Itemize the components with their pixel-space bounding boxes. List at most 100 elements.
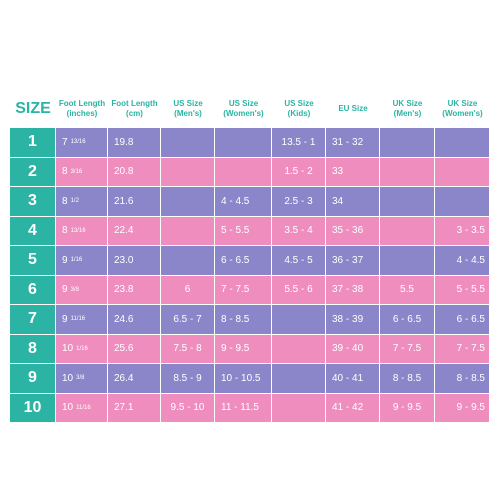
header-sublabel: (Kids) <box>287 109 311 118</box>
inches-fraction: 13/16 <box>70 139 86 146</box>
header-sublabel: (Women's) <box>442 109 483 118</box>
table-row: 5 9 1/16 23.0 6 - 6.5 4.5 - 5 36 - 37 4 - 4.5 <box>10 246 490 276</box>
us-mens-cell: 6.5 - 7 <box>161 305 215 335</box>
uk-mens-cell: 7 - 7.5 <box>380 334 435 364</box>
inches-fraction: 3/8 <box>76 375 85 382</box>
inches-whole: 9 <box>62 284 68 296</box>
foot-length-cm-cell: 27.1 <box>108 393 161 423</box>
foot-length-cm-cell: 25.6 <box>108 334 161 364</box>
eu-cell: 36 - 37 <box>326 246 380 276</box>
inches-fraction: 3/8 <box>70 286 79 293</box>
uk-womens-cell: 6 - 6.5 <box>435 305 490 335</box>
table-row: 9 10 3/8 26.4 8.5 - 9 10 - 10.5 40 - 41 8 - 8.5… <box>10 364 490 394</box>
size-number: 3 <box>10 187 56 217</box>
uk-mens-cell <box>380 187 435 217</box>
size-number: 4 <box>10 216 56 246</box>
size-number: 6 <box>10 275 56 305</box>
size-number: 1 <box>10 128 56 158</box>
eu-cell: 37 - 38 <box>326 275 380 305</box>
inches-whole: 9 <box>62 254 68 266</box>
uk-womens-cell <box>435 157 490 187</box>
inches-fraction: 3/16 <box>70 168 83 175</box>
us-kids-cell <box>272 305 326 335</box>
header-sublabel: (Men's) <box>393 109 422 118</box>
table-row: 3 8 1/2 21.6 4 - 4.5 2.5 - 3 34 <box>10 187 490 217</box>
us-womens-cell: 5 - 5.5 <box>215 216 272 246</box>
us-mens-cell <box>161 187 215 217</box>
foot-length-inches-cell: 9 1/16 <box>56 246 108 276</box>
foot-length-cm-cell: 21.6 <box>108 187 161 217</box>
inches-whole: 8 <box>62 166 68 178</box>
uk-mens-cell: 8 - 8.5 <box>380 364 435 394</box>
header-uk-mens: UK Size (Men's) <box>380 99 435 119</box>
uk-womens-cell: 4 - 4.5 <box>435 246 490 276</box>
header-label: UK Size <box>392 99 423 108</box>
header-sublabel: (cm) <box>126 109 143 118</box>
uk-womens-cell: 5 - 5.5 <box>435 275 490 305</box>
eu-cell: 40 - 41 <box>326 364 380 394</box>
us-kids-cell <box>272 393 326 423</box>
us-mens-cell <box>161 157 215 187</box>
inches-fraction: 1/2 <box>70 198 79 205</box>
foot-length-cm-cell: 24.6 <box>108 305 161 335</box>
us-womens-cell: 8 - 8.5 <box>215 305 272 335</box>
foot-length-cm-cell: 23.8 <box>108 275 161 305</box>
uk-mens-cell: 6 - 6.5 <box>380 305 435 335</box>
foot-length-inches-cell: 9 11/16 <box>56 305 108 335</box>
inches-whole: 10 <box>62 372 74 384</box>
uk-mens-cell <box>380 157 435 187</box>
table-row: 4 8 13/16 22.4 5 - 5.5 3.5 - 4 35 - 36 3 - 3.5 <box>10 216 490 246</box>
foot-length-inches-cell: 10 1/16 <box>56 334 108 364</box>
us-mens-cell <box>161 246 215 276</box>
inches-whole: 8 <box>62 225 68 237</box>
eu-cell: 33 <box>326 157 380 187</box>
foot-length-cm-cell: 26.4 <box>108 364 161 394</box>
foot-length-inches-cell: 8 13/16 <box>56 216 108 246</box>
us-kids-cell: 5.5 - 6 <box>272 275 326 305</box>
inches-whole: 9 <box>62 313 68 325</box>
uk-womens-cell <box>435 187 490 217</box>
size-number: 2 <box>10 157 56 187</box>
us-womens-cell <box>215 128 272 158</box>
header-sublabel: (inches) <box>66 109 98 118</box>
us-womens-cell: 6 - 6.5 <box>215 246 272 276</box>
uk-mens-cell: 5.5 <box>380 275 435 305</box>
header-foot-length-inches: Foot Length (inches) <box>56 99 108 119</box>
size-number: 8 <box>10 334 56 364</box>
uk-womens-cell: 7 - 7.5 <box>435 334 490 364</box>
us-kids-cell: 2.5 - 3 <box>272 187 326 217</box>
inches-whole: 10 <box>62 402 74 414</box>
inches-fraction: 1/16 <box>70 257 83 264</box>
eu-cell: 34 <box>326 187 380 217</box>
us-womens-cell: 7 - 7.5 <box>215 275 272 305</box>
us-kids-cell: 1.5 - 2 <box>272 157 326 187</box>
uk-womens-cell <box>435 128 490 158</box>
inches-fraction: 11/16 <box>76 404 91 411</box>
us-womens-cell: 10 - 10.5 <box>215 364 272 394</box>
table-row: 1 7 13/16 19.8 13.5 - 1 31 - 32 <box>10 128 490 158</box>
header-label: UK Size <box>447 99 478 108</box>
foot-length-cm-cell: 19.8 <box>108 128 161 158</box>
uk-mens-cell <box>380 216 435 246</box>
uk-mens-cell <box>380 246 435 276</box>
table-row: 2 8 3/16 20.8 1.5 - 2 33 <box>10 157 490 187</box>
header-label: US Size <box>228 99 259 108</box>
inches-fraction: 11/16 <box>70 316 86 323</box>
uk-womens-cell: 9 - 9.5 <box>435 393 490 423</box>
us-kids-cell <box>272 334 326 364</box>
inches-fraction: 13/16 <box>70 227 86 234</box>
us-womens-cell: 11 - 11.5 <box>215 393 272 423</box>
table-header: SIZE Foot Length (inches) Foot Length (cm)… <box>10 90 490 128</box>
uk-mens-cell: 9 - 9.5 <box>380 393 435 423</box>
inches-whole: 7 <box>62 136 68 148</box>
header-eu: EU Size <box>338 104 368 113</box>
header-label: Foot Length <box>58 99 106 108</box>
us-mens-cell: 6 <box>161 275 215 305</box>
size-number: 7 <box>10 305 56 335</box>
eu-cell: 39 - 40 <box>326 334 380 364</box>
eu-cell: 41 - 42 <box>326 393 380 423</box>
header-us-kids: US Size (Kids) <box>272 99 326 119</box>
header-label: Foot Length <box>111 99 158 108</box>
table-row: 6 9 3/8 23.8 6 7 - 7.5 5.5 - 6 37 - 38 5.5 5 - 5.… <box>10 275 490 305</box>
